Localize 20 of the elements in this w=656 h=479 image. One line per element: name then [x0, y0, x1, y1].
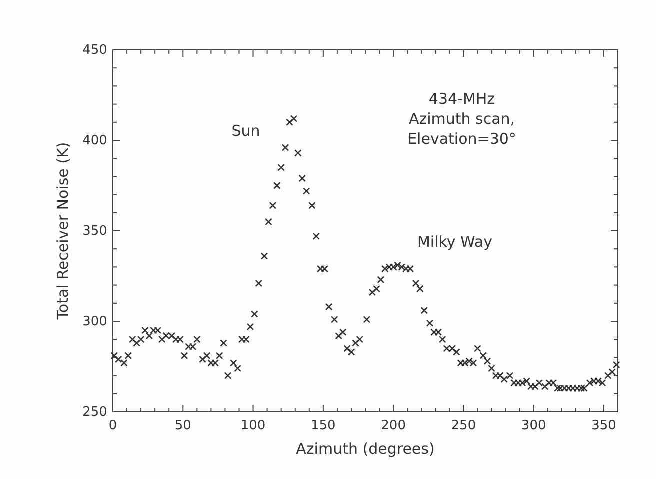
x-tick-label: 250	[451, 418, 476, 434]
annotation: 434-MHz	[428, 90, 496, 108]
y-axis-title: Total Receiver Noise (K)	[54, 142, 72, 321]
x-axis-title: Azimuth (degrees)	[296, 440, 435, 458]
x-tick-label: 350	[592, 418, 616, 434]
x-tick-label: 150	[311, 418, 336, 434]
annotation: Elevation=30°	[408, 130, 516, 148]
y-tick-label: 450	[82, 43, 108, 58]
x-tick-label: 100	[240, 418, 266, 434]
annotation: Azimuth scan,	[408, 110, 516, 128]
y-tick-label: 350	[82, 224, 108, 240]
x-tick-label: 50	[174, 418, 192, 434]
x-tick-label: 300	[521, 418, 546, 434]
x-tick-label: 0	[108, 418, 118, 434]
y-tick-label: 300	[82, 314, 108, 330]
y-tick-label: 250	[82, 405, 108, 420]
annotation: Sun	[232, 122, 260, 140]
x-tick-label: 200	[381, 418, 406, 434]
annotation: Milky Way	[417, 233, 493, 251]
y-tick-label: 400	[82, 134, 108, 149]
